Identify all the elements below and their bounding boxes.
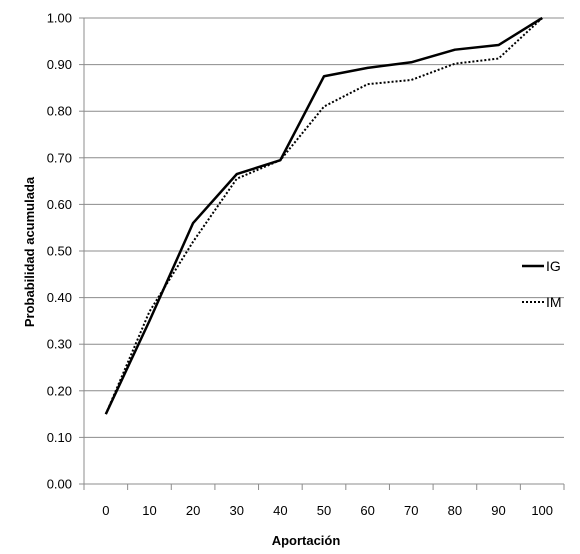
x-tick-label: 50 [317,503,331,518]
x-tick-label: 90 [491,503,505,518]
series-line-im [104,17,543,415]
y-tick-label: 0.20 [47,383,72,398]
y-tick-label: 0.90 [47,57,72,72]
legend: IG IM [522,258,562,310]
x-axis-title: Aportación [272,533,341,548]
y-tick-label: 0.80 [47,104,72,119]
x-tick-label: 60 [360,503,374,518]
y-tick-label: 0.10 [47,430,72,445]
y-axis-title: Probabilidad acumulada [22,176,37,327]
x-tick-labels: 0 10 20 30 40 50 60 70 80 90 100 [102,503,553,518]
x-tick-label: 70 [404,503,418,518]
series-lines [104,16,543,415]
x-tick-label: 80 [448,503,462,518]
x-tick-label: 30 [229,503,243,518]
y-tick-label: 0.40 [47,290,72,305]
x-tick-label: 10 [142,503,156,518]
y-tick-label: 0.70 [47,150,72,165]
x-tick-label: 40 [273,503,287,518]
y-tick-label: 1.00 [47,11,72,26]
x-tick-label: 20 [186,503,200,518]
legend-label-ig: IG [546,258,561,274]
legend-label-im: IM [546,294,562,310]
y-tick-label: 0.50 [47,244,72,259]
series-line-ig [104,16,543,415]
x-tick-label: 0 [102,503,109,518]
y-tick-labels: 0.00 0.10 0.20 0.30 0.40 0.50 0.60 0.70 0.80 0.90… [47,11,72,492]
y-tick-label: 0.60 [47,197,72,212]
y-tick-label: 0.00 [47,477,72,492]
axes [79,17,565,490]
y-tick-label: 0.30 [47,337,72,352]
x-tick-label: 100 [531,503,553,518]
gridlines [84,17,564,438]
